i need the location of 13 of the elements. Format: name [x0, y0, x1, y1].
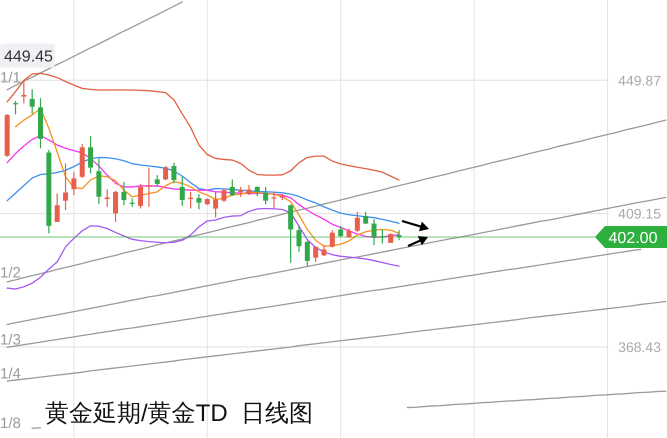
series-label: 1/3	[0, 331, 21, 348]
series-label: 1/4	[0, 366, 21, 382]
series-label: 1/2	[0, 264, 21, 282]
ref-label: 402.00	[595, 226, 667, 248]
series-label: 1/8	[0, 414, 21, 432]
text: 黄金延期/黄金TD 日线图	[45, 400, 313, 427]
ref-line-label: 402.00	[608, 230, 658, 248]
series-label: 1/1	[0, 69, 21, 86]
annotation: 449.45	[4, 48, 54, 66]
y-tick-label: 368.43	[618, 338, 662, 355]
y-tick-label: 449.87	[618, 72, 662, 88]
annotation: 449.45	[0, 44, 55, 68]
y-tick-label: 409.15	[618, 206, 662, 222]
